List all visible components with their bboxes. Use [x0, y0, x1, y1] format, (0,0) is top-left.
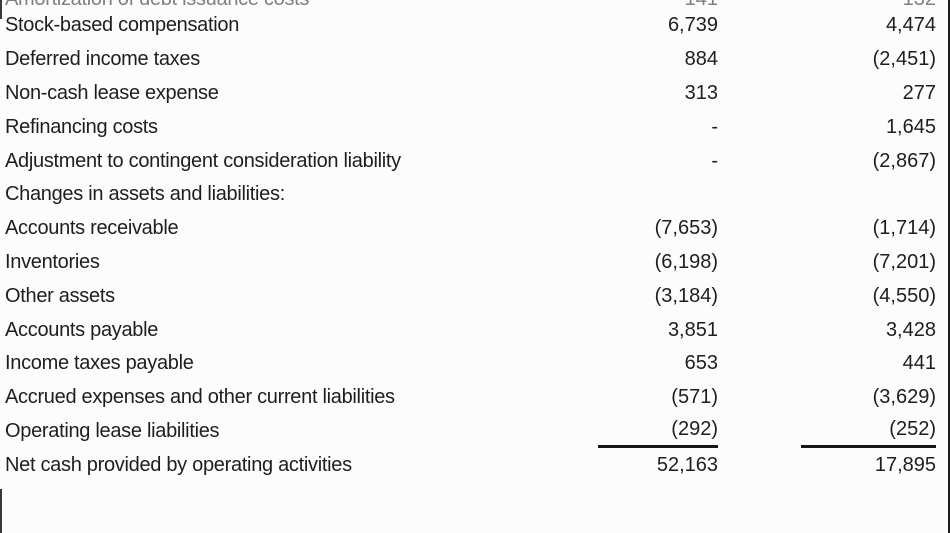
table-row: Net cash provided by operating activitie…: [0, 448, 950, 482]
table-row: Accounts receivable (7,653) (1,714): [0, 212, 950, 246]
table-row: Non-cash lease expense 313 277: [0, 77, 950, 111]
row-value-col1: 884: [684, 48, 718, 71]
row-label: Stock-based compensation: [5, 14, 240, 37]
row-value-col2: (2,867): [872, 149, 936, 172]
row-value-col1: 653: [684, 352, 718, 375]
row-label: Operating lease liabilities: [5, 419, 220, 442]
row-label: Accounts receivable: [5, 217, 179, 240]
row-value-col2: 277: [902, 81, 936, 104]
row-value-col2: (252): [801, 415, 936, 449]
row-value-col1: 52,163: [656, 453, 718, 476]
row-value-col1: -: [711, 115, 718, 138]
row-label: Non-cash lease expense: [5, 81, 219, 104]
table-row: Refinancing costs - 1,645: [0, 110, 950, 144]
row-value-col1: (571): [671, 386, 718, 409]
row-value-col1: (6,198): [654, 250, 718, 273]
cutoff-top-row: Amortization of debt issuance costs 141 …: [0, 0, 950, 9]
row-value-col1: [598, 178, 718, 212]
table-row: Income taxes payable 653 441: [0, 347, 950, 381]
row-value-col1: 313: [684, 81, 718, 104]
row-value-col1: (3,184): [654, 284, 718, 307]
row-value-col1: 3,851: [667, 318, 718, 341]
row-value-col1: (292): [598, 415, 718, 449]
statement-rows: Amortization of debt issuance costs 141 …: [0, 0, 950, 482]
row-value-col2: 4,474: [885, 14, 936, 37]
row-label: Other assets: [5, 284, 115, 307]
row-value-col2: (7,201): [872, 250, 936, 273]
row-label: Income taxes payable: [5, 352, 194, 375]
row-label: Changes in assets and liabilities:: [5, 183, 285, 206]
left-border-remnant-bottom: [0, 489, 2, 533]
row-value-col2: 17,895: [874, 453, 936, 476]
row-value-col2: 441: [902, 352, 936, 375]
cutoff-row-label: Amortization of debt issuance costs: [5, 0, 598, 9]
table-row: Operating lease liabilities (292) (252): [0, 415, 950, 449]
right-border-line: [948, 0, 950, 533]
row-value-col2: (2,451): [872, 48, 936, 71]
cutoff-row-value-col1: 141: [598, 0, 718, 9]
row-value-col1: (7,653): [654, 217, 718, 240]
table-row: Changes in assets and liabilities:: [0, 178, 950, 212]
row-value-col2: (4,550): [872, 284, 936, 307]
row-label: Accrued expenses and other current liabi…: [5, 386, 395, 409]
row-value-col1: -: [711, 149, 718, 172]
table-row: Accounts payable 3,851 3,428: [0, 313, 950, 347]
row-label: Inventories: [5, 250, 100, 273]
table-row: Accrued expenses and other current liabi…: [0, 381, 950, 415]
row-label: Refinancing costs: [5, 115, 158, 138]
rows-container: Stock-based compensation 6,739 4,474 Def…: [0, 9, 950, 482]
row-value-col2: [801, 178, 936, 212]
row-label: Net cash provided by operating activitie…: [5, 453, 352, 476]
row-value-col1: 6,739: [667, 14, 718, 37]
row-value-col2: (1,714): [872, 217, 936, 240]
row-value-col2: (3,629): [872, 386, 936, 409]
row-label: Adjustment to contingent consideration l…: [5, 149, 401, 172]
table-row: Stock-based compensation 6,739 4,474: [0, 9, 950, 43]
table-row: Adjustment to contingent consideration l…: [0, 144, 950, 178]
left-border-remnant-top: [0, 0, 2, 19]
table-row: Other assets (3,184) (4,550): [0, 279, 950, 313]
row-label: Deferred income taxes: [5, 48, 200, 71]
row-label: Accounts payable: [5, 318, 159, 341]
row-value-col2: 1,645: [885, 115, 936, 138]
table-row: Inventories (6,198) (7,201): [0, 246, 950, 280]
row-value-col2: 3,428: [885, 318, 936, 341]
cutoff-row-value-col2: 132: [801, 0, 936, 9]
table-row: Deferred income taxes 884 (2,451): [0, 43, 950, 77]
